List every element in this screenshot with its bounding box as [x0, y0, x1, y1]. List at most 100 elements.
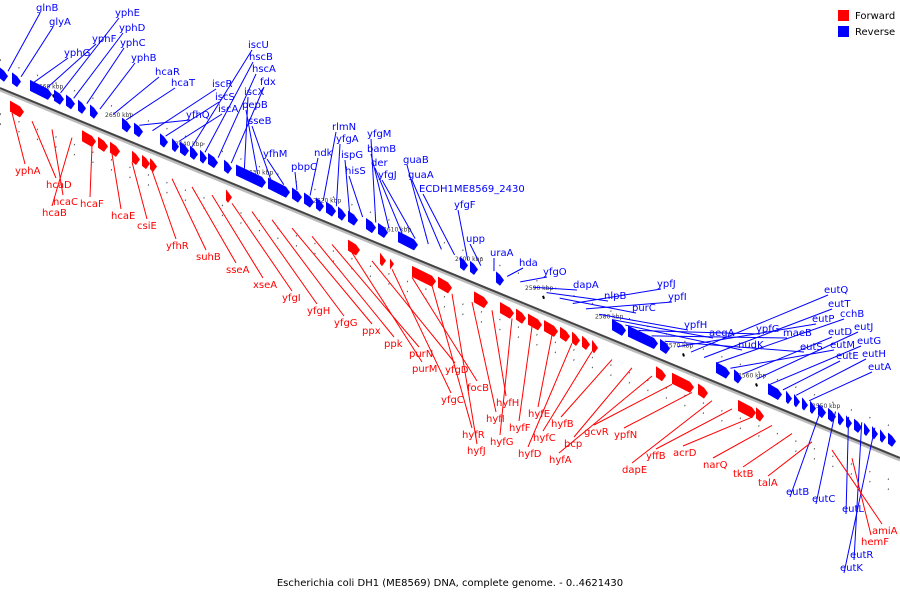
gene-label-guab[interactable]: guaB — [403, 155, 429, 166]
gene-label-eutm[interactable]: eutM — [830, 340, 855, 351]
gene-label-yphg[interactable]: yphG — [64, 48, 90, 59]
gene-label-bcp[interactable]: bcp — [564, 439, 582, 450]
gene-label-iscu[interactable]: iscU — [248, 40, 269, 51]
gene-label-iscr[interactable]: iscR — [212, 79, 232, 90]
gene-label-nudk[interactable]: nudK — [738, 340, 764, 351]
gene-label-rlmn[interactable]: rlmN — [332, 122, 356, 133]
gene-label-yfgf[interactable]: yfgF — [454, 200, 476, 211]
gene-label-yfgm[interactable]: yfgM — [367, 129, 391, 140]
gene-label-yphe[interactable]: yphE — [115, 8, 140, 19]
gene-label-hcar[interactable]: hcaR — [155, 67, 180, 78]
gene-label-tala[interactable]: talA — [758, 478, 778, 489]
gene-label-eutl[interactable]: eutL — [842, 504, 864, 515]
gene-label-aega[interactable]: aegA — [709, 328, 735, 339]
gene-label-hyfr[interactable]: hyfR — [462, 430, 485, 441]
gene-label-suhb[interactable]: suhB — [196, 252, 221, 263]
gene-label-upp[interactable]: upp — [466, 234, 485, 245]
gene-label-tktb[interactable]: tktB — [733, 469, 754, 480]
gene-label-hyfh[interactable]: hyfH — [496, 398, 519, 409]
gene-label-purm[interactable]: purM — [412, 364, 437, 375]
gene-label-hcad[interactable]: hcaD — [46, 180, 72, 191]
gene-label-eutc[interactable]: eutC — [812, 494, 835, 505]
gene-label-hcat[interactable]: hcaT — [171, 78, 196, 89]
gene-label-ypfi[interactable]: ypfI — [668, 292, 687, 303]
gene-label-der[interactable]: der — [371, 158, 389, 169]
gene-label-yffb[interactable]: yffB — [646, 451, 666, 462]
gene-label-eutd[interactable]: eutD — [828, 327, 852, 338]
gene-label-hyfg[interactable]: hyfG — [490, 437, 514, 448]
gene-label-xsea[interactable]: xseA — [253, 280, 277, 291]
gene-label-yfgd[interactable]: yfgD — [445, 365, 469, 376]
gene-label-hyfi[interactable]: hyfI — [486, 414, 505, 425]
gene-label-yfga[interactable]: yfgA — [336, 134, 359, 145]
gene-label-hcae[interactable]: hcaE — [111, 211, 135, 222]
gene-label-yfhr[interactable]: yfhR — [166, 241, 189, 252]
gene-label-eutk[interactable]: eutK — [840, 563, 863, 574]
gene-label-maeb[interactable]: maeB — [783, 328, 812, 339]
gene-label-yfgi[interactable]: yfgI — [282, 293, 301, 304]
gene-label-ypha[interactable]: yphA — [15, 166, 41, 177]
gene-label-glnb[interactable]: glnB — [36, 3, 58, 14]
gene-label-hyfj[interactable]: hyfJ — [467, 446, 486, 457]
gene-label-yphd[interactable]: yphD — [119, 23, 146, 34]
gene-label-fdx[interactable]: fdx — [260, 77, 276, 88]
gene-label-eutq[interactable]: eutQ — [824, 285, 848, 296]
gene-label-hcac[interactable]: hcaC — [53, 197, 78, 208]
gene-label-gcvr[interactable]: gcvR — [584, 427, 609, 438]
gene-label-yphf[interactable]: yphF — [92, 34, 117, 45]
gene-label-ypfg[interactable]: ypfG — [756, 324, 780, 335]
gene-label-eutg[interactable]: eutG — [857, 336, 881, 347]
gene-label-yfgo[interactable]: yfgO — [543, 267, 567, 278]
gene-label-eutr[interactable]: eutR — [850, 550, 873, 561]
gene-label-focb[interactable]: focB — [467, 383, 489, 394]
gene-label-glya[interactable]: glyA — [49, 17, 71, 28]
gene-label-narq[interactable]: narQ — [703, 460, 728, 471]
gene-label-ypfh[interactable]: ypfH — [684, 320, 707, 331]
gene-label-cchb[interactable]: cchB — [840, 309, 864, 320]
gene-label-hyfd[interactable]: hyfD — [518, 449, 542, 460]
gene-label-dapa[interactable]: dapA — [573, 280, 599, 291]
gene-label-acrd[interactable]: acrD — [673, 448, 697, 459]
gene-label-csie[interactable]: csiE — [137, 221, 157, 232]
gene-label-eutt[interactable]: eutT — [828, 299, 851, 310]
gene-label-ypfj[interactable]: ypfJ — [657, 279, 676, 290]
gene-label-yfgj[interactable]: yfgJ — [378, 170, 397, 181]
gene-label-euta[interactable]: eutA — [868, 362, 891, 373]
gene-label-uraa[interactable]: uraA — [490, 248, 514, 259]
gene-label-dape[interactable]: dapE — [622, 465, 647, 476]
gene-label-hyfc[interactable]: hyfC — [533, 433, 556, 444]
gene-label-hsca[interactable]: hscA — [252, 64, 276, 75]
gene-label-ypfn[interactable]: ypfN — [614, 430, 637, 441]
gene-label-purc[interactable]: purC — [632, 303, 656, 314]
gene-label-pbpc[interactable]: pbpC — [291, 162, 317, 173]
gene-label-hyfa[interactable]: hyfA — [549, 455, 572, 466]
gene-label-purn[interactable]: purN — [409, 349, 433, 360]
gene-label-guaa[interactable]: guaA — [408, 170, 434, 181]
gene-label-hyff[interactable]: hyfF — [509, 423, 531, 434]
gene-label-iscs[interactable]: iscS — [215, 92, 235, 103]
gene-label-hyfb[interactable]: hyfB — [551, 419, 574, 430]
gene-label-ppk[interactable]: ppk — [384, 339, 403, 350]
gene-label-hyfe[interactable]: hyfE — [528, 409, 550, 420]
gene-label-ssea[interactable]: sseA — [226, 265, 250, 276]
gene-label-amia[interactable]: amiA — [872, 526, 898, 537]
gene-label-yfhm[interactable]: yfhM — [263, 149, 287, 160]
gene-label-eute[interactable]: eutE — [836, 351, 859, 362]
gene-label-ndk[interactable]: ndk — [314, 148, 333, 159]
gene-label-eutp[interactable]: eutP — [812, 314, 834, 325]
gene-label-hiss[interactable]: hisS — [345, 166, 366, 177]
gene-label-yfgc[interactable]: yfgC — [441, 395, 464, 406]
gene-label-euts[interactable]: eutS — [800, 342, 823, 353]
gene-label-hcaf[interactable]: hcaF — [80, 199, 104, 210]
gene-label-euth[interactable]: eutH — [862, 349, 886, 360]
gene-label-hscb[interactable]: hscB — [249, 52, 273, 63]
gene-label-pepb[interactable]: pepB — [242, 100, 268, 111]
gene-label-yfgh[interactable]: yfgH — [307, 306, 330, 317]
gene-label-ispg[interactable]: ispG — [341, 150, 363, 161]
gene-label-eutb[interactable]: eutB — [786, 487, 809, 498]
gene-label-hemf[interactable]: hemF — [861, 537, 889, 548]
gene-label-ecdh1me8569_2430[interactable]: ECDH1ME8569_2430 — [419, 184, 525, 195]
gene-label-ppx[interactable]: ppx — [362, 326, 381, 337]
gene-label-yphc[interactable]: yphC — [120, 38, 146, 49]
gene-label-iscx[interactable]: iscX — [244, 87, 264, 98]
